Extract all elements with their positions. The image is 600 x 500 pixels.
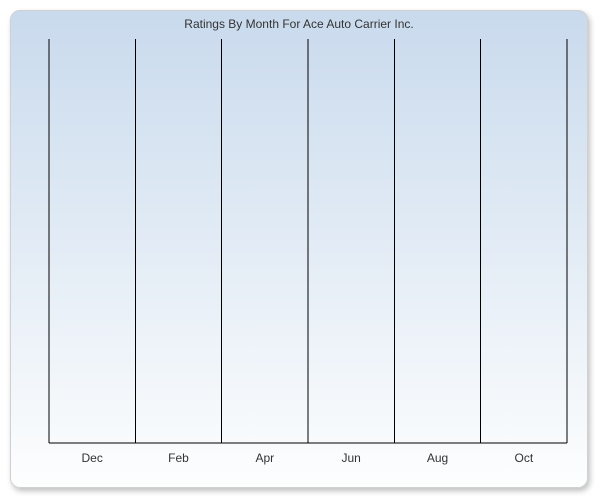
x-tick-label: Oct [514, 451, 533, 465]
chart-card: Ratings By Month For Ace Auto Carrier In… [10, 10, 588, 488]
x-tick-label: Dec [81, 451, 102, 465]
chart-title: Ratings By Month For Ace Auto Carrier In… [11, 17, 587, 31]
x-tick-label: Apr [255, 451, 274, 465]
x-tick-label: Feb [168, 451, 189, 465]
chart-plot [11, 11, 587, 487]
x-tick-label: Aug [427, 451, 448, 465]
x-tick-label: Jun [341, 451, 360, 465]
